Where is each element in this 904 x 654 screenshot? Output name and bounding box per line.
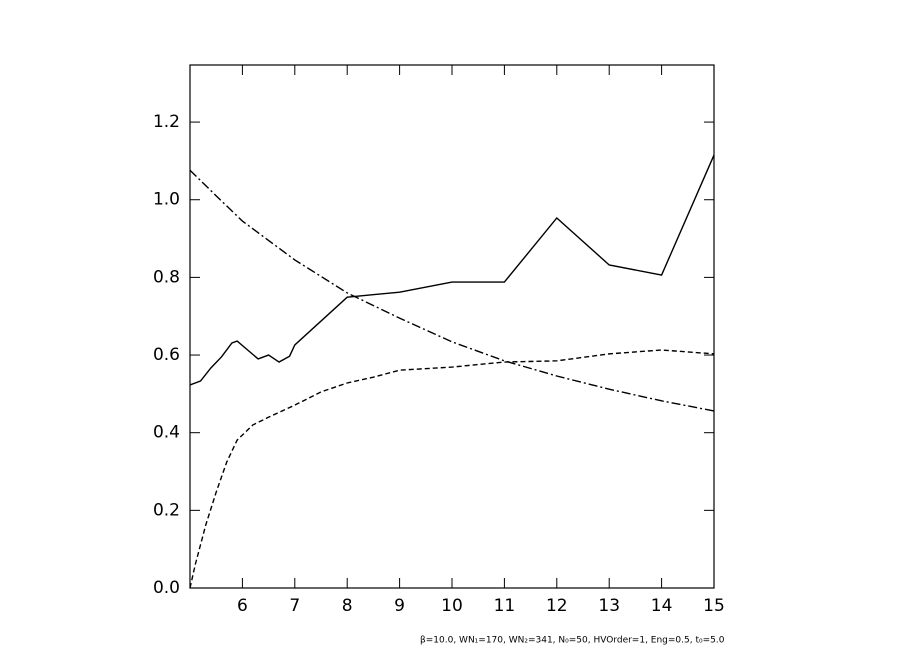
x-tick-label: 13	[598, 596, 620, 616]
x-tick-label: 6	[237, 596, 248, 616]
line	[189, 154, 715, 386]
x-tick-label: 11	[494, 596, 516, 616]
y-tick-label: 1.2	[153, 112, 180, 132]
x-tick-label: 15	[703, 596, 725, 616]
y-tick-label: 1.0	[153, 190, 180, 210]
x-tick-label: 9	[394, 596, 405, 616]
line	[189, 349, 715, 589]
x-tick-label: 10	[441, 596, 463, 616]
plot-frame	[189, 64, 715, 589]
x-tick-label: 12	[546, 596, 568, 616]
x-tick-label: 8	[342, 596, 353, 616]
y-tick-label: 0.8	[153, 267, 180, 287]
annotation: β=10.0, WN₁=170, WN₂=341, N₀=50, HVOrder…	[420, 636, 725, 646]
y-tick-label: 0.2	[153, 500, 180, 520]
y-tick-label: 0.4	[153, 423, 180, 443]
x-tick-label: 7	[289, 596, 300, 616]
x-tick-label: 14	[651, 596, 673, 616]
y-tick-label: 0.0	[153, 578, 180, 598]
line	[189, 169, 715, 412]
y-tick-label: 0.6	[153, 345, 180, 365]
